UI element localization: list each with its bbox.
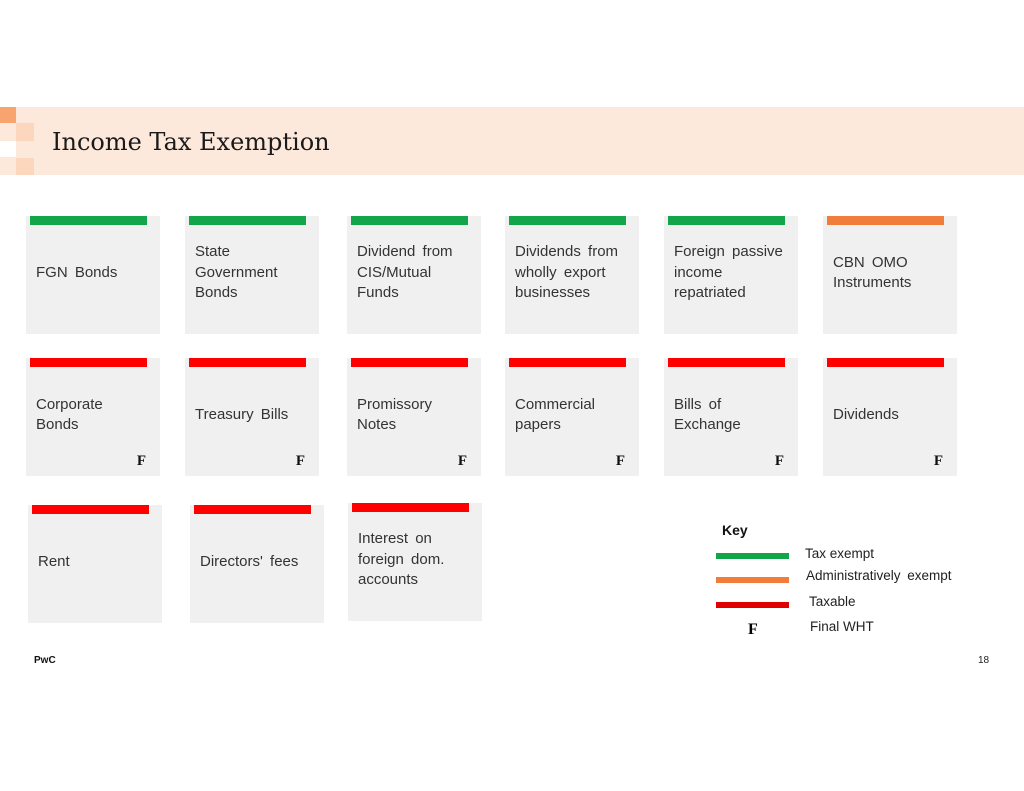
- footer-brand: PwC: [34, 655, 56, 666]
- status-bar-tax-exempt: [351, 216, 468, 225]
- final-wht-marker: F: [136, 453, 146, 469]
- card-label: Promissory Notes: [357, 395, 433, 434]
- status-bar-taxable: [668, 358, 785, 367]
- card-promissory-notes: Promissory Notes F: [347, 358, 481, 476]
- card-directors-fees: Directors' fees: [190, 505, 324, 623]
- card-dividends-from-wholly-export-businesses: Dividends from wholly export businesses: [505, 216, 639, 334]
- decor-square: [16, 123, 34, 141]
- card-label: Directors' fees: [200, 552, 299, 570]
- card-label: Interest on foreign dom. accounts: [358, 530, 445, 589]
- card-label: Foreign passive income repatriated: [674, 243, 783, 302]
- key-line-tax-exempt: [716, 553, 789, 559]
- card-dividend-from-cis-mutual-funds: Dividend from CIS/Mutual Funds: [347, 216, 481, 334]
- card-corporate-bonds: Corporate Bonds F: [26, 358, 160, 476]
- key-final-symbol: F: [748, 621, 758, 638]
- card-label: CBN OMO Instruments: [833, 253, 912, 292]
- key-label-final-wht: Final WHT: [810, 619, 874, 634]
- decor-square: [0, 141, 16, 157]
- status-bar-taxable: [194, 505, 311, 514]
- status-bar-admin-exempt: [827, 216, 944, 225]
- key-title: Key: [722, 522, 748, 538]
- final-wht-marker: F: [933, 453, 943, 469]
- status-bar-taxable: [509, 358, 626, 367]
- status-bar-taxable: [30, 358, 147, 367]
- card-foreign-passive-income-repatriated: Foreign passive income repatriated: [664, 216, 798, 334]
- status-bar-tax-exempt: [668, 216, 785, 225]
- card-commercial-papers: Commercial papers F: [505, 358, 639, 476]
- card-bills-of-exchange: Bills of Exchange F: [664, 358, 798, 476]
- card-rent: Rent: [28, 505, 162, 623]
- title-banner: [0, 107, 1024, 175]
- status-bar-tax-exempt: [30, 216, 147, 225]
- card-label: Dividends from wholly export businesses: [515, 243, 619, 302]
- card-label: Commercial papers: [515, 395, 596, 434]
- card-state-government-bonds: State Government Bonds: [185, 216, 319, 334]
- card-label: Rent: [38, 552, 70, 570]
- card-fgn-bonds: FGN Bonds: [26, 216, 160, 334]
- key-label-taxable: Taxable: [809, 594, 856, 609]
- final-wht-marker: F: [295, 453, 305, 469]
- status-bar-tax-exempt: [189, 216, 306, 225]
- status-bar-tax-exempt: [509, 216, 626, 225]
- key-line-admin-exempt: [716, 577, 789, 583]
- status-bar-taxable: [32, 505, 149, 514]
- card-label: Dividend from CIS/Mutual Funds: [357, 243, 453, 302]
- final-wht-marker: F: [457, 453, 467, 469]
- final-wht-marker: F: [774, 453, 784, 469]
- decor-square: [16, 158, 34, 175]
- card-label: Bills of Exchange: [674, 395, 741, 434]
- card-cbn-omo-instruments: CBN OMO Instruments: [823, 216, 957, 334]
- page-number: 18: [978, 655, 990, 666]
- card-label: Dividends: [833, 405, 899, 423]
- decor-square: [0, 107, 16, 123]
- status-bar-taxable: [351, 358, 468, 367]
- status-bar-taxable: [189, 358, 306, 367]
- status-bar-taxable: [352, 503, 469, 512]
- final-wht-marker: F: [615, 453, 625, 469]
- card-treasury-bills: Treasury Bills F: [185, 358, 319, 476]
- key-label-tax-exempt: Tax exempt: [805, 546, 875, 561]
- key-line-taxable: [716, 602, 789, 608]
- card-dividends: Dividends F: [823, 358, 957, 476]
- card-label: FGN Bonds: [36, 263, 118, 281]
- card-interest-on-foreign-dom-accounts: Interest on foreign dom. accounts: [348, 503, 482, 621]
- page-title: Income Tax Exemption: [52, 128, 330, 156]
- card-label: Treasury Bills: [195, 405, 289, 423]
- card-label: State Government Bonds: [195, 243, 278, 302]
- card-label: Corporate Bonds: [36, 395, 103, 434]
- key-label-admin-exempt: Administratively exempt: [806, 568, 952, 583]
- status-bar-taxable: [827, 358, 944, 367]
